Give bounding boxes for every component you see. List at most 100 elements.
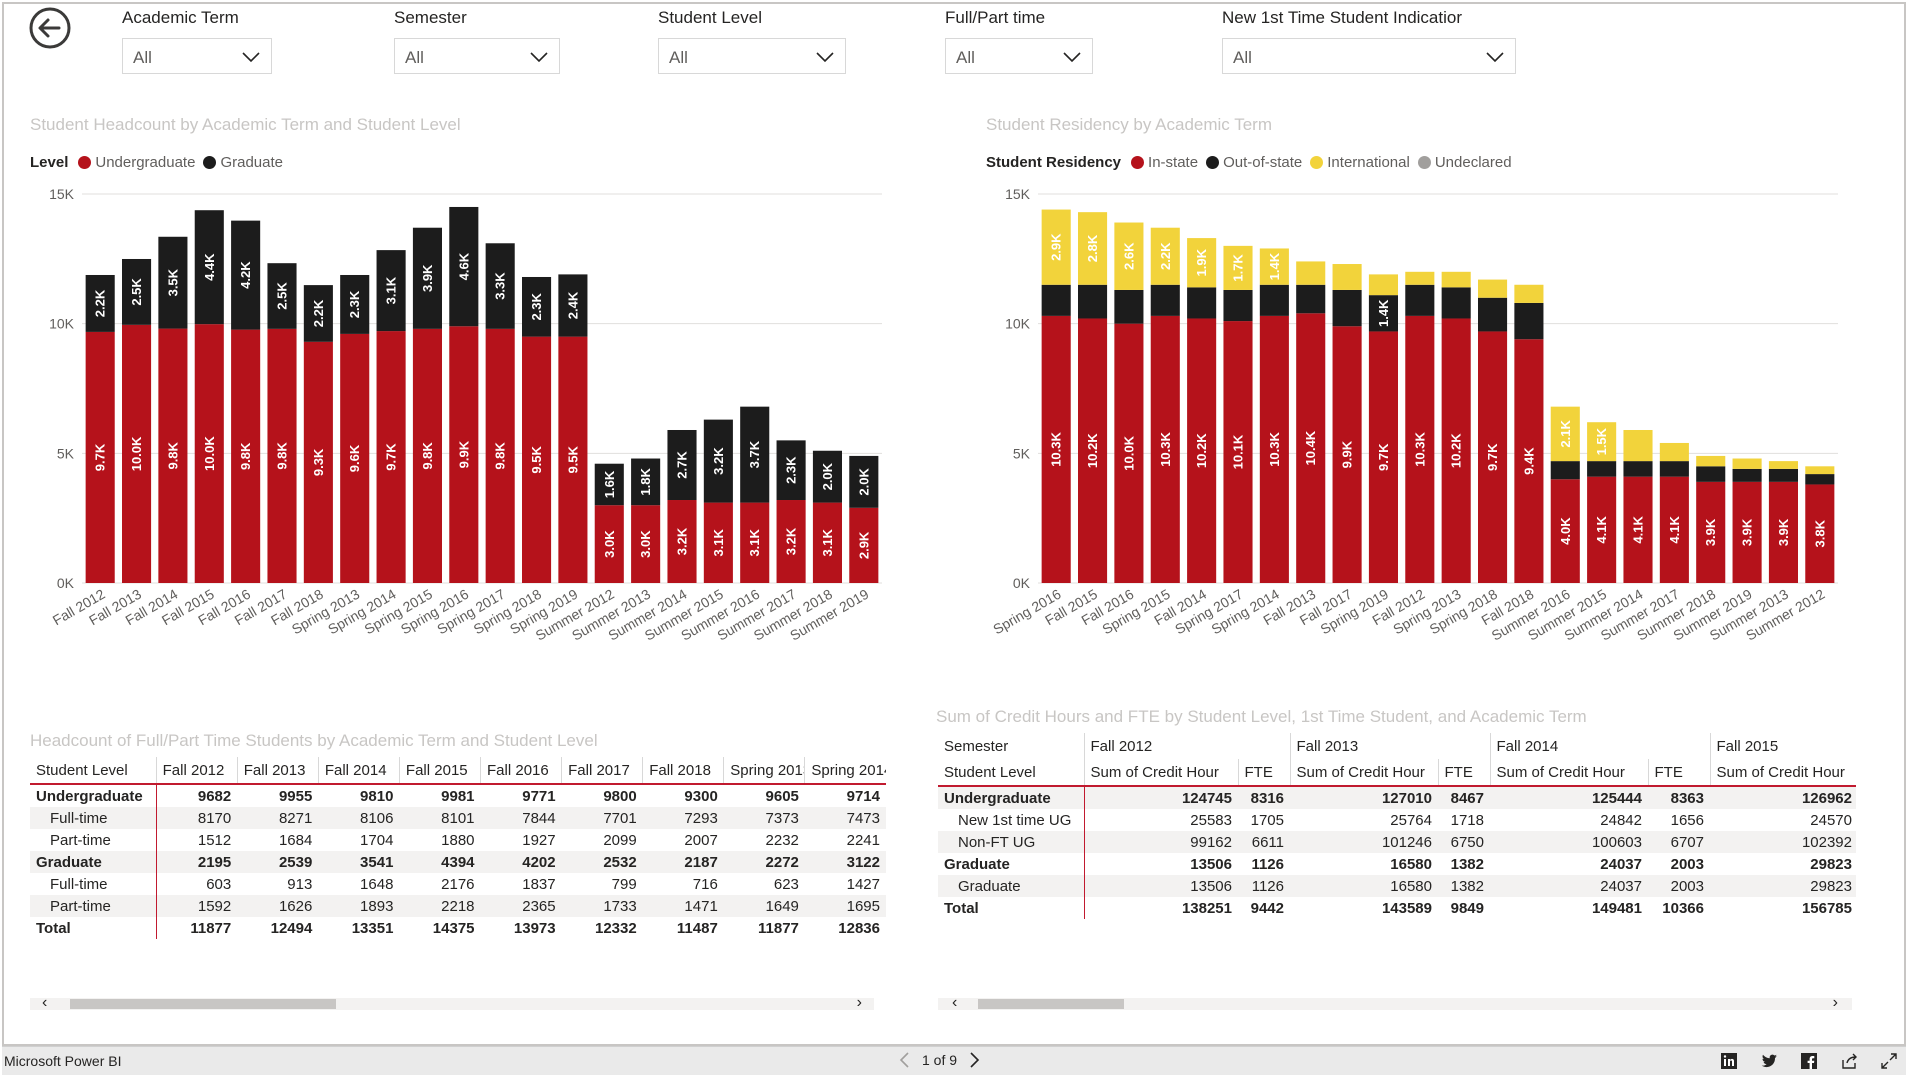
bar-segment[interactable]	[1659, 442, 1689, 462]
bar-segment[interactable]	[449, 206, 479, 327]
headcount-table-scrollbar[interactable]: ‹ ›	[30, 994, 874, 1011]
column-header[interactable]: FTE	[1647, 759, 1710, 787]
bar-segment[interactable]	[631, 458, 661, 506]
bar-segment[interactable]	[1150, 227, 1180, 285]
bar-segment[interactable]	[412, 328, 442, 583]
credit-hours-table-scrollbar[interactable]: ‹ ›	[938, 994, 1852, 1011]
scroll-right-icon[interactable]: ›	[856, 994, 862, 1011]
student-level-dropdown[interactable]: All	[658, 38, 846, 74]
column-header[interactable]: Sum of Credit Hour	[1709, 759, 1856, 787]
column-group-header[interactable]: Fall 2014	[1489, 733, 1710, 759]
bar-segment[interactable]	[849, 507, 879, 583]
row-label[interactable]: Total	[938, 897, 1085, 919]
bar-segment[interactable]	[1659, 461, 1689, 477]
next-page-icon[interactable]	[967, 1051, 981, 1069]
bar-segment[interactable]	[1478, 279, 1508, 298]
column-header[interactable]: Spring 2014	[804, 757, 886, 785]
legend-item-undeclared[interactable]: Undeclared	[1417, 154, 1512, 171]
bar-segment[interactable]	[194, 210, 224, 325]
bar-segment[interactable]	[1078, 284, 1108, 319]
bar-segment[interactable]	[1732, 468, 1762, 482]
bar-segment[interactable]	[1441, 271, 1471, 288]
bar-segment[interactable]	[1659, 476, 1689, 583]
bar-segment[interactable]	[594, 505, 624, 583]
bar-segment[interactable]	[1768, 468, 1798, 482]
bar-segment[interactable]	[1259, 284, 1289, 316]
row-label[interactable]: Undergraduate	[30, 784, 157, 807]
bar-segment[interactable]	[740, 502, 770, 583]
bar-segment[interactable]	[1768, 461, 1798, 469]
bar-segment[interactable]	[449, 326, 479, 583]
semester-dropdown[interactable]: All	[394, 38, 560, 74]
twitter-icon[interactable]	[1760, 1052, 1778, 1070]
bar-segment[interactable]	[1478, 297, 1508, 332]
bar-segment[interactable]	[1623, 429, 1653, 462]
bar-segment[interactable]	[1405, 284, 1435, 316]
bar-segment[interactable]	[1550, 406, 1580, 462]
bar-segment[interactable]	[1441, 318, 1471, 583]
bar-segment[interactable]	[267, 328, 297, 583]
column-group-header[interactable]: Fall 2012	[1083, 733, 1290, 759]
column-header[interactable]: Sum of Credit Hour	[1489, 759, 1648, 787]
bar-segment[interactable]	[1587, 422, 1617, 462]
scroll-right-icon[interactable]: ›	[1832, 994, 1838, 1011]
bar-segment[interactable]	[267, 263, 297, 329]
bar-segment[interactable]	[1296, 284, 1326, 314]
bar-segment[interactable]	[485, 243, 515, 329]
legend-item-international[interactable]: International	[1310, 154, 1410, 171]
bar-segment[interactable]	[231, 329, 261, 583]
bar-segment[interactable]	[740, 406, 770, 503]
bar-segment[interactable]	[1732, 458, 1762, 469]
bar-segment[interactable]	[1041, 209, 1071, 285]
bar-segment[interactable]	[1550, 479, 1580, 583]
bar-segment[interactable]	[1805, 484, 1835, 583]
column-header[interactable]: FTE	[1237, 759, 1290, 787]
bar-segment[interactable]	[1514, 284, 1544, 303]
new-first-time-dropdown[interactable]: All	[1222, 38, 1516, 74]
bar-segment[interactable]	[1405, 315, 1435, 583]
bar-segment[interactable]	[1587, 476, 1617, 583]
column-group-header[interactable]: Fall 2013	[1289, 733, 1490, 759]
bar-segment[interactable]	[1259, 315, 1289, 583]
bar-segment[interactable]	[412, 227, 442, 329]
bar-segment[interactable]	[522, 336, 552, 583]
fullscreen-icon[interactable]	[1880, 1052, 1898, 1070]
bar-segment[interactable]	[158, 328, 188, 583]
bar-segment[interactable]	[340, 333, 370, 583]
bar-segment[interactable]	[667, 429, 697, 501]
bar-segment[interactable]	[1223, 321, 1253, 583]
bar-segment[interactable]	[1696, 466, 1726, 482]
column-header[interactable]: Fall 2015	[398, 757, 481, 785]
bar-segment[interactable]	[1623, 461, 1653, 477]
bar-segment[interactable]	[303, 341, 333, 583]
bar-segment[interactable]	[194, 324, 224, 583]
bar-segment[interactable]	[376, 250, 406, 332]
bar-segment[interactable]	[1478, 331, 1508, 583]
bar-segment[interactable]	[1368, 331, 1398, 583]
bar-segment[interactable]	[1368, 274, 1398, 296]
bar-segment[interactable]	[1732, 481, 1762, 583]
bar-segment[interactable]	[1114, 323, 1144, 583]
bar-segment[interactable]	[1187, 318, 1217, 583]
legend-item-in-state[interactable]: In-state	[1131, 154, 1198, 171]
column-group-header[interactable]: Fall 2015	[1709, 733, 1856, 759]
bar-segment[interactable]	[1223, 245, 1253, 290]
bar-segment[interactable]	[1223, 289, 1253, 322]
column-header[interactable]: Fall 2014	[317, 757, 400, 785]
bar-segment[interactable]	[231, 220, 261, 330]
bar-segment[interactable]	[1368, 295, 1398, 332]
bar-segment[interactable]	[631, 505, 661, 583]
row-label[interactable]: Graduate	[30, 851, 157, 873]
prev-page-icon[interactable]	[898, 1051, 912, 1069]
column-header[interactable]: Spring 2013	[723, 757, 805, 785]
bar-segment[interactable]	[1441, 287, 1471, 319]
bar-segment[interactable]	[812, 450, 842, 503]
bar-segment[interactable]	[776, 440, 806, 501]
bar-segment[interactable]	[776, 500, 806, 583]
legend-item-graduate[interactable]: Graduate	[203, 154, 283, 171]
linkedin-icon[interactable]	[1720, 1052, 1738, 1070]
bar-segment[interactable]	[1514, 302, 1544, 340]
bar-segment[interactable]	[1296, 313, 1326, 583]
academic-term-dropdown[interactable]: All	[122, 38, 272, 74]
full-part-time-dropdown[interactable]: All	[945, 38, 1093, 74]
